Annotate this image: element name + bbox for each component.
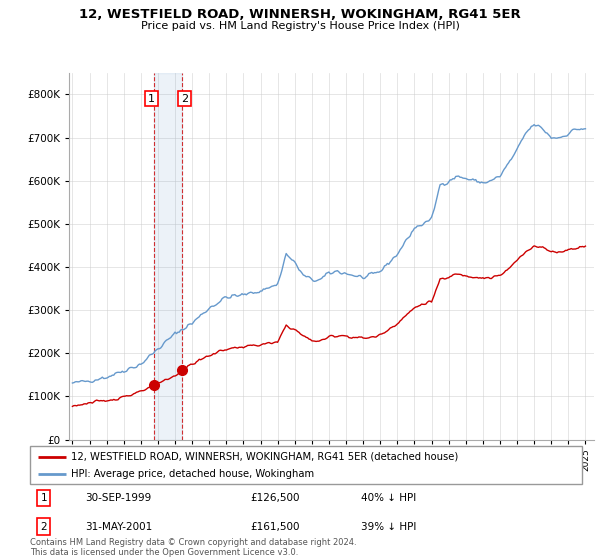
Text: 2: 2: [40, 521, 47, 531]
Text: Price paid vs. HM Land Registry's House Price Index (HPI): Price paid vs. HM Land Registry's House …: [140, 21, 460, 31]
Text: 31-MAY-2001: 31-MAY-2001: [85, 521, 152, 531]
Text: 1: 1: [148, 94, 155, 104]
Text: £161,500: £161,500: [251, 521, 301, 531]
Text: £126,500: £126,500: [251, 493, 301, 503]
Text: 40% ↓ HPI: 40% ↓ HPI: [361, 493, 416, 503]
Text: 12, WESTFIELD ROAD, WINNERSH, WOKINGHAM, RG41 5ER: 12, WESTFIELD ROAD, WINNERSH, WOKINGHAM,…: [79, 8, 521, 21]
FancyBboxPatch shape: [30, 446, 582, 484]
Text: 2: 2: [181, 94, 188, 104]
Bar: [154, 73, 182, 440]
Text: HPI: Average price, detached house, Wokingham: HPI: Average price, detached house, Woki…: [71, 469, 314, 479]
Text: 1: 1: [40, 493, 47, 503]
Text: 30-SEP-1999: 30-SEP-1999: [85, 493, 151, 503]
Text: Contains HM Land Registry data © Crown copyright and database right 2024.
This d: Contains HM Land Registry data © Crown c…: [30, 538, 356, 557]
Text: 39% ↓ HPI: 39% ↓ HPI: [361, 521, 416, 531]
Text: 12, WESTFIELD ROAD, WINNERSH, WOKINGHAM, RG41 5ER (detached house): 12, WESTFIELD ROAD, WINNERSH, WOKINGHAM,…: [71, 451, 458, 461]
